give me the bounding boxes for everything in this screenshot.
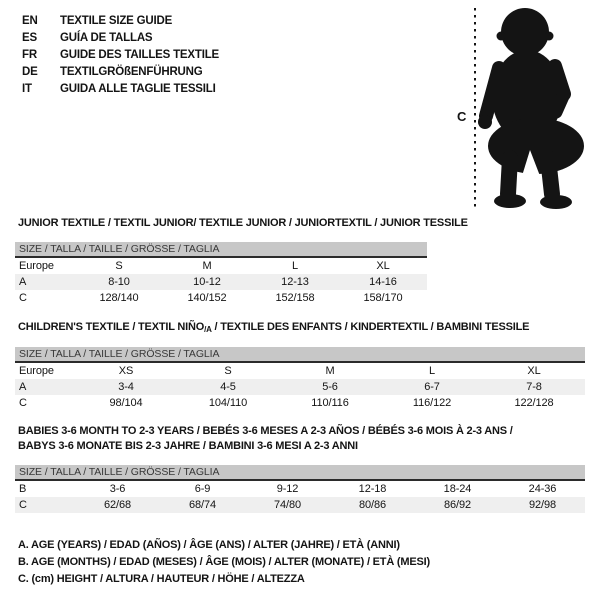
height-cell: 116/122 xyxy=(412,397,452,409)
column-header: S xyxy=(224,365,232,377)
title-text: / TEXTILE DES ENFANTS / KINDERTEXTIL / B… xyxy=(211,321,530,333)
title-subscript: /A xyxy=(204,325,212,334)
language-row: DE TEXTILGRÖßENFÜHRUNG xyxy=(22,64,219,81)
section-title-children: CHILDREN'S TEXTILE / TEXTIL NIÑO/A / TEX… xyxy=(18,321,530,334)
age-cell: 6-9 xyxy=(194,483,211,495)
size-header-bar: SIZE / TALLA / TAILLE / GRÖSSE / TAGLIA xyxy=(15,242,427,256)
note-age-months: B. AGE (MONTHS) / EDAD (MESES) / ÂGE (MO… xyxy=(18,556,430,568)
note-age-years: A. AGE (YEARS) / EDAD (AÑOS) / ÂGE (ANS)… xyxy=(18,539,400,551)
height-cell: 98/104 xyxy=(109,397,143,409)
height-cell: 92/98 xyxy=(528,499,557,511)
age-cell: 12-13 xyxy=(281,276,309,288)
table-row-height: C 62/68 68/74 74/80 80/86 86/92 92/98 xyxy=(15,497,585,513)
age-cell: 12-18 xyxy=(358,483,387,495)
language-code: DE xyxy=(22,66,38,78)
table-row-age: A 8-10 10-12 12-13 14-16 xyxy=(15,274,427,290)
guide-title: TEXTILE SIZE GUIDE xyxy=(60,15,173,27)
region-label: Europe xyxy=(19,260,54,272)
height-cell: 122/128 xyxy=(514,397,554,409)
age-cell: 8-10 xyxy=(108,276,130,288)
row-label: C xyxy=(19,397,27,409)
language-row: ES GUÍA DE TALLAS xyxy=(22,30,219,47)
size-header-bar: SIZE / TALLA / TAILLE / GRÖSSE / TAGLIA xyxy=(15,347,585,361)
table-rule xyxy=(15,256,427,258)
children-size-table: SIZE / TALLA / TAILLE / GRÖSSE / TAGLIA … xyxy=(15,347,585,411)
age-cell: 24-36 xyxy=(528,483,557,495)
guide-title: GUÍA DE TALLAS xyxy=(60,32,153,44)
table-row-age: A 3-4 4-5 5-6 6-7 7-8 xyxy=(15,379,585,395)
section-title-junior: JUNIOR TEXTILE / TEXTIL JUNIOR/ TEXTILE … xyxy=(18,217,468,229)
row-label: B xyxy=(19,483,27,495)
language-row: EN TEXTILE SIZE GUIDE xyxy=(22,13,219,30)
baby-silhouette xyxy=(478,8,584,209)
height-cell: 128/140 xyxy=(99,292,139,304)
guide-title: GUIDA ALLE TAGLIE TESSILI xyxy=(60,83,216,95)
row-label: A xyxy=(19,276,27,288)
height-cell: 152/158 xyxy=(275,292,315,304)
table-row-height: C 128/140 140/152 152/158 158/170 xyxy=(15,290,427,306)
size-header-bar: SIZE / TALLA / TAILLE / GRÖSSE / TAGLIA xyxy=(15,465,585,479)
table-rule xyxy=(15,361,585,363)
region-label: Europe xyxy=(19,365,54,377)
height-cell: 80/86 xyxy=(358,499,387,511)
language-code: EN xyxy=(22,15,38,27)
language-code: FR xyxy=(22,49,37,61)
language-row: FR GUIDE DES TAILLES TEXTILE xyxy=(22,47,219,64)
height-cell: 62/68 xyxy=(103,499,132,511)
junior-size-table: SIZE / TALLA / TAILLE / GRÖSSE / TAGLIA … xyxy=(15,242,427,306)
column-header: XL xyxy=(376,260,390,272)
legend-notes: A. AGE (YEARS) / EDAD (AÑOS) / ÂGE (ANS)… xyxy=(18,537,430,588)
height-cell: 68/74 xyxy=(188,499,217,511)
row-label: A xyxy=(19,381,27,393)
height-cell: 158/170 xyxy=(363,292,403,304)
table-row-age-months: B 3-6 6-9 9-12 12-18 18-24 24-36 xyxy=(15,481,585,497)
title-text: CHILDREN'S TEXTILE / TEXTIL NIÑO xyxy=(18,321,205,333)
table-row-height: C 98/104 104/110 110/116 116/122 122/128 xyxy=(15,395,585,411)
height-measure-label: C xyxy=(457,109,467,124)
guide-title: GUIDE DES TAILLES TEXTILE xyxy=(60,49,219,61)
row-label: C xyxy=(19,292,27,304)
column-header: S xyxy=(115,260,123,272)
language-code: IT xyxy=(22,83,32,95)
column-header: XL xyxy=(527,365,541,377)
age-cell: 5-6 xyxy=(322,381,338,393)
title-line: BABYS 3-6 MONATE BIS 2-3 JAHRE / BAMBINI… xyxy=(18,440,358,452)
height-cell: 110/116 xyxy=(311,397,349,409)
height-cell: 140/152 xyxy=(187,292,227,304)
age-cell: 10-12 xyxy=(193,276,221,288)
section-title-babies: BABIES 3-6 MONTH TO 2-3 YEARS / BEBÉS 3-… xyxy=(18,424,583,454)
age-cell: 3-4 xyxy=(118,381,134,393)
column-header: M xyxy=(325,365,335,377)
height-cell: 74/80 xyxy=(273,499,302,511)
age-cell: 4-5 xyxy=(220,381,236,393)
table-row-sizes: Europe S M L XL xyxy=(15,258,427,274)
table-rule xyxy=(15,479,585,481)
language-row: IT GUIDA ALLE TAGLIE TESSILI xyxy=(22,81,219,98)
note-height-cm: C. (cm) HEIGHT / ALTURA / HAUTEUR / HÖHE… xyxy=(18,573,305,585)
column-header: L xyxy=(291,260,299,272)
guide-title: TEXTILGRÖßENFÜHRUNG xyxy=(60,66,203,78)
table-row-sizes: Europe XS S M L XL xyxy=(15,363,585,379)
row-label: C xyxy=(19,499,27,511)
age-cell: 3-6 xyxy=(109,483,126,495)
age-cell: 7-8 xyxy=(526,381,542,393)
age-cell: 14-16 xyxy=(369,276,397,288)
age-cell: 9-12 xyxy=(276,483,299,495)
age-cell: 18-24 xyxy=(443,483,472,495)
language-code: ES xyxy=(22,32,37,44)
babies-size-table: SIZE / TALLA / TAILLE / GRÖSSE / TAGLIA … xyxy=(15,465,585,513)
language-title-list: EN TEXTILE SIZE GUIDE ES GUÍA DE TALLAS … xyxy=(22,13,219,98)
title-line: BABIES 3-6 MONTH TO 2-3 YEARS / BEBÉS 3-… xyxy=(18,425,513,437)
toddler-height-figure: C xyxy=(440,0,600,215)
column-header: M xyxy=(202,260,212,272)
column-header: L xyxy=(428,365,436,377)
height-cell: 86/92 xyxy=(443,499,472,511)
age-cell: 6-7 xyxy=(424,381,440,393)
toddler-silhouette-graphic: C xyxy=(457,8,584,209)
column-header: XS xyxy=(118,365,134,377)
height-cell: 104/110 xyxy=(208,397,248,409)
